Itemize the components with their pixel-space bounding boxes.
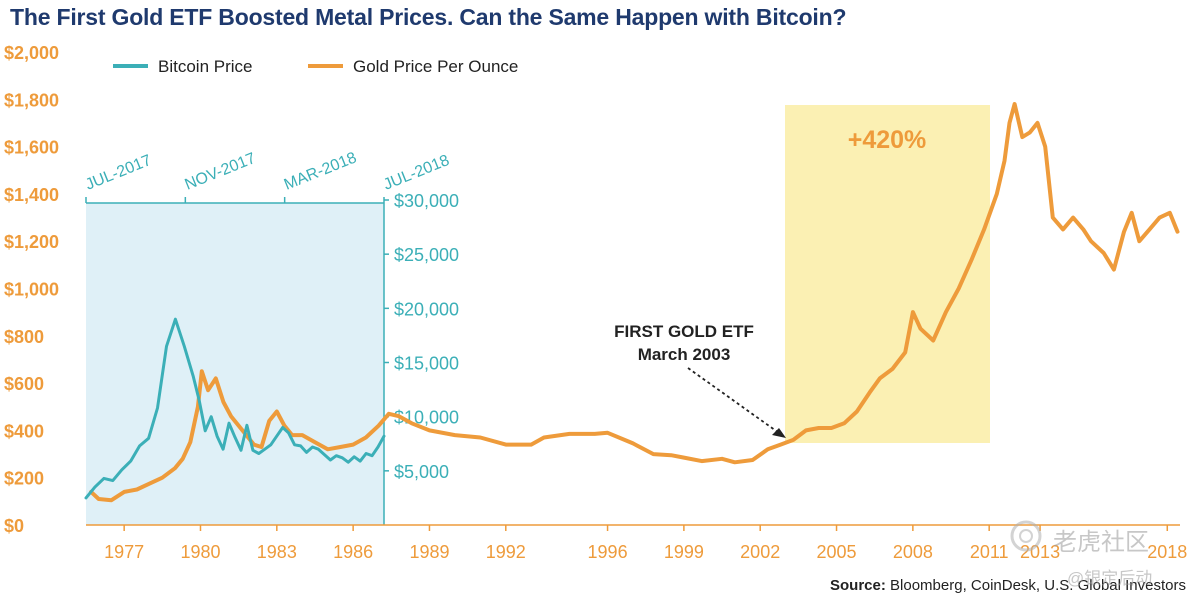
x-axis-tick-label: 2011 — [970, 542, 1009, 562]
bitcoin-time-tick-label: NOV-2017 — [182, 150, 258, 194]
bitcoin-time-tick-label: MAR-2018 — [282, 149, 359, 193]
highlight-percent-label: +420% — [848, 126, 927, 154]
x-axis-tick-label: 1980 — [180, 542, 220, 562]
gold-y-axis: $0 $200 $400 $600 $800 $1,000 $1,200 $1,400 $1,6… — [4, 43, 59, 536]
gold-axis-tick-label: $1,000 — [4, 280, 59, 300]
etf-annotation-line2: March 2003 — [638, 345, 731, 364]
gold-axis-tick-label: $0 — [4, 516, 24, 536]
etf-arrow-head — [772, 428, 786, 438]
x-axis-tick-label: 2008 — [893, 542, 933, 562]
source-text: Bloomberg, CoinDesk, U.S. Global Investo… — [890, 577, 1186, 594]
watermark-line1: 老虎社区 — [1053, 529, 1149, 556]
x-axis-tick-label: 2005 — [817, 542, 857, 562]
x-axis-tick-label: 2002 — [740, 542, 780, 562]
bitcoin-axis-tick-label: $30,000 — [394, 191, 459, 211]
watermark-line2: @银定后动 — [1067, 569, 1153, 588]
x-axis-tick-label: 1989 — [409, 542, 449, 562]
x-axis-tick-label: 1999 — [664, 542, 704, 562]
x-axis-tick-label: 1977 — [104, 542, 144, 562]
bitcoin-axis-tick-label: $15,000 — [394, 354, 459, 374]
gold-axis-tick-label: $600 — [4, 374, 44, 394]
x-axis-tick-label: 2018 — [1147, 542, 1187, 562]
gold-axis-tick-label: $400 — [4, 421, 44, 441]
watermark: 老虎社区 @银定后动 — [1005, 516, 1190, 588]
x-axis-tick-label: 1983 — [257, 542, 297, 562]
bitcoin-y-axis: $5,000$10,000$15,000$20,000$25,000$30,00… — [384, 191, 459, 482]
bitcoin-time-tick-label: JUL-2017 — [83, 152, 154, 194]
source-note: Source: Bloomberg, CoinDesk, U.S. Global… — [830, 577, 1186, 594]
legend-bitcoin-label: Bitcoin Price — [158, 57, 252, 76]
legend-gold-label: Gold Price Per Ounce — [353, 57, 518, 76]
gold-axis-tick-label: $1,800 — [4, 90, 59, 110]
x-axis: 1977 1980 1983 1986 1989 1992 1996 1999 2002 2005… — [104, 525, 1187, 562]
x-axis-tick-label: 1992 — [486, 542, 526, 562]
gold-axis-tick-label: $200 — [4, 469, 44, 489]
bitcoin-time-tick-label: JUL-2018 — [381, 152, 452, 194]
gold-axis-tick-label: $800 — [4, 327, 44, 347]
x-axis-tick-label: 1986 — [333, 542, 373, 562]
watermark-logo-icon — [1010, 520, 1042, 552]
gold-axis-tick-label: $1,600 — [4, 138, 59, 158]
gold-axis-tick-label: $2,000 — [4, 43, 59, 63]
bitcoin-axis-tick-label: $20,000 — [394, 299, 459, 319]
x-axis-tick-label: 1996 — [588, 542, 628, 562]
etf-annotation-line1: FIRST GOLD ETF — [614, 322, 754, 341]
bitcoin-axis-tick-label: $5,000 — [394, 462, 449, 482]
etf-annotation: FIRST GOLD ETF March 2003 — [614, 322, 786, 438]
bitcoin-price-line — [84, 317, 386, 500]
source-label: Source: — [830, 577, 886, 594]
gold-price-line — [89, 102, 1180, 503]
x-axis-tick-label: 2013 — [1020, 542, 1060, 562]
chart-title: The First Gold ETF Boosted Metal Prices.… — [10, 4, 847, 30]
bitcoin-axis-tick-label: $25,000 — [394, 245, 459, 265]
gold-axis-tick-label: $1,400 — [4, 185, 59, 205]
bitcoin-panel — [86, 203, 384, 525]
gold-axis-tick-label: $1,200 — [4, 232, 59, 252]
etf-highlight-box — [785, 105, 990, 443]
legend: Bitcoin Price Gold Price Per Ounce — [113, 57, 518, 76]
etf-annotation-arrow — [687, 367, 780, 434]
